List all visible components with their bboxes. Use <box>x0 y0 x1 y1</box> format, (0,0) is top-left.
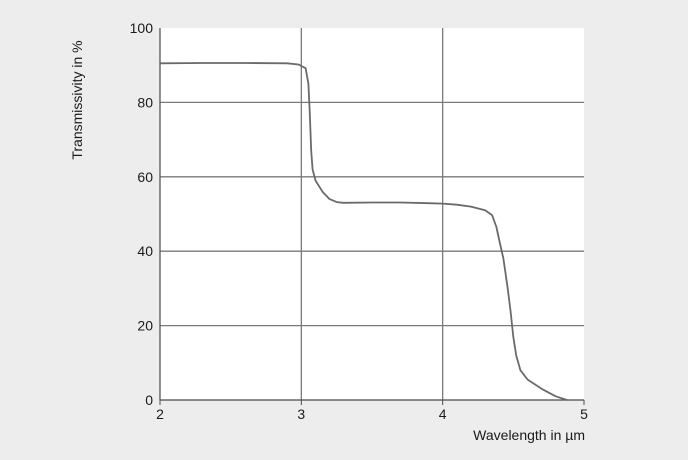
y-axis-title: Transmissivity in % <box>69 40 85 159</box>
y-tick-label-40: 40 <box>137 243 153 259</box>
y-tick-label-0: 0 <box>145 392 153 408</box>
x-tick-label-5: 5 <box>580 406 588 422</box>
axes <box>159 28 585 405</box>
tick-labels: 0 20 40 60 80 100 2 3 4 5 <box>130 20 588 422</box>
series-layer <box>159 62 568 401</box>
x-axis-title: Wavelength in µm <box>473 427 585 443</box>
series-line-0 <box>159 62 568 401</box>
grid-lines <box>160 28 584 400</box>
y-tick-label-80: 80 <box>137 94 153 110</box>
y-tick-label-20: 20 <box>137 318 153 334</box>
x-tick-label-2: 2 <box>156 406 164 422</box>
plot-area <box>160 28 584 400</box>
x-tick-label-3: 3 <box>297 406 305 422</box>
y-tick-label-60: 60 <box>137 169 153 185</box>
y-tick-label-100: 100 <box>130 20 154 36</box>
x-tick-label-4: 4 <box>439 406 447 422</box>
